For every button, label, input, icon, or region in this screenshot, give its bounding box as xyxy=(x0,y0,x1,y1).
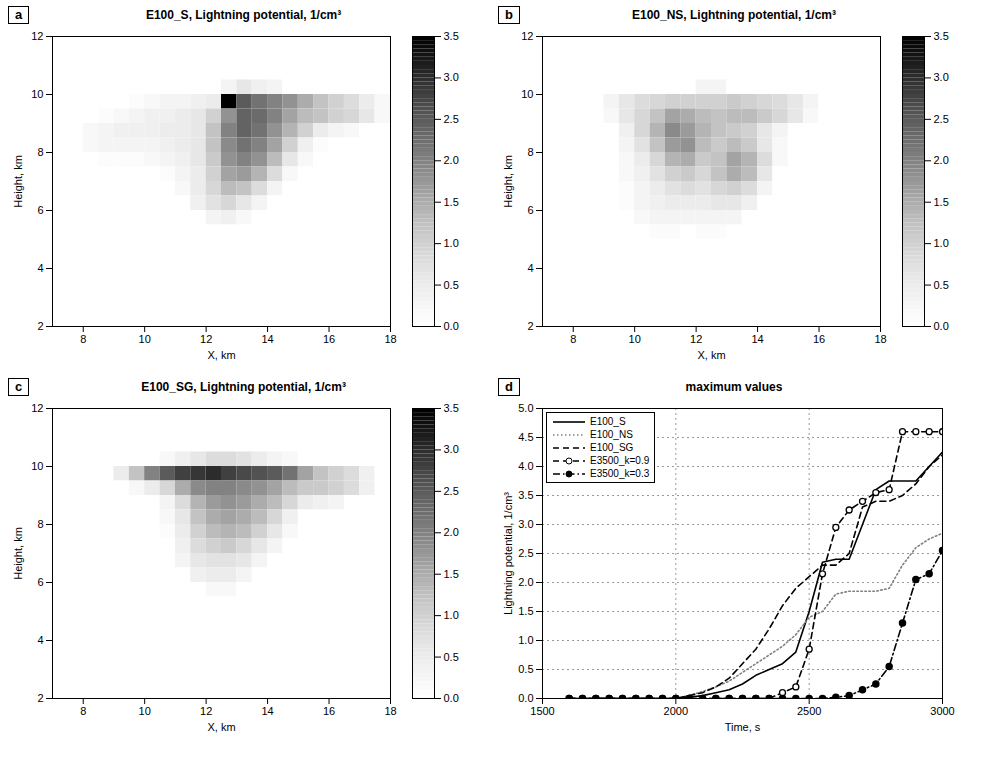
html-text:a: a xyxy=(15,7,23,22)
svg-text:X, km: X, km xyxy=(207,349,235,361)
svg-text:Time, s: Time, s xyxy=(725,721,761,733)
svg-text:8: 8 xyxy=(37,146,43,158)
svg-text:Lightning potential, 1/cm³: Lightning potential, 1/cm³ xyxy=(502,492,514,615)
svg-text:8: 8 xyxy=(80,333,86,345)
html-text:E3500_k=0.3: E3500_k=0.3 xyxy=(590,468,650,479)
svg-text:14: 14 xyxy=(261,705,273,717)
svg-text:2.5: 2.5 xyxy=(518,547,533,559)
svg-text:12: 12 xyxy=(200,333,212,345)
html-text:E100_S, Lightning potential, 1: E100_S, Lightning potential, 1/cm³ xyxy=(145,8,342,22)
svg-text:14: 14 xyxy=(261,333,273,345)
svg-text:12: 12 xyxy=(31,30,43,42)
html-text:E3500_k=0.9: E3500_k=0.9 xyxy=(590,455,650,466)
html-text:c: c xyxy=(15,379,23,394)
svg-text:6: 6 xyxy=(37,204,43,216)
svg-text:2.5: 2.5 xyxy=(444,485,459,497)
svg-text:2.5: 2.5 xyxy=(444,113,459,125)
svg-text:18: 18 xyxy=(384,333,396,345)
svg-text:0.0: 0.0 xyxy=(444,692,459,704)
svg-text:0.5: 0.5 xyxy=(444,651,459,663)
svg-text:0.5: 0.5 xyxy=(934,279,949,291)
html-text:b: b xyxy=(505,7,513,22)
html-text:E100_S: E100_S xyxy=(590,416,626,427)
svg-text:5.0: 5.0 xyxy=(518,402,533,414)
svg-text:3.0: 3.0 xyxy=(444,443,459,455)
svg-text:Height, km: Height, km xyxy=(502,155,514,208)
svg-text:2500: 2500 xyxy=(797,705,821,717)
svg-text:2.0: 2.0 xyxy=(444,154,459,166)
svg-text:3.5: 3.5 xyxy=(518,489,533,501)
svg-text:10: 10 xyxy=(521,88,533,100)
html-text:maximum values: maximum values xyxy=(685,380,783,394)
svg-text:3.5: 3.5 xyxy=(444,30,459,42)
svg-text:4: 4 xyxy=(527,262,533,274)
svg-text:1.5: 1.5 xyxy=(518,605,533,617)
svg-text:16: 16 xyxy=(323,705,335,717)
svg-text:10: 10 xyxy=(31,88,43,100)
svg-text:8: 8 xyxy=(570,333,576,345)
svg-text:3.5: 3.5 xyxy=(934,30,949,42)
svg-text:4: 4 xyxy=(37,634,43,646)
svg-text:10: 10 xyxy=(629,333,641,345)
svg-text:3000: 3000 xyxy=(930,705,954,717)
svg-text:1.0: 1.0 xyxy=(518,634,533,646)
html-text:E100_SG: E100_SG xyxy=(590,442,634,453)
svg-text:1.0: 1.0 xyxy=(444,609,459,621)
svg-text:2.0: 2.0 xyxy=(934,154,949,166)
svg-text:4.5: 4.5 xyxy=(518,431,533,443)
svg-text:6: 6 xyxy=(527,204,533,216)
svg-text:0.0: 0.0 xyxy=(518,692,533,704)
svg-text:0.5: 0.5 xyxy=(444,279,459,291)
svg-text:2: 2 xyxy=(37,692,43,704)
svg-text:16: 16 xyxy=(813,333,825,345)
svg-text:8: 8 xyxy=(80,705,86,717)
svg-text:Height, km: Height, km xyxy=(12,527,24,580)
svg-text:2.5: 2.5 xyxy=(934,113,949,125)
svg-text:10: 10 xyxy=(139,333,151,345)
svg-text:18: 18 xyxy=(384,705,396,717)
svg-text:Height, km: Height, km xyxy=(12,155,24,208)
svg-text:12: 12 xyxy=(200,705,212,717)
svg-text:1.5: 1.5 xyxy=(444,196,459,208)
svg-text:12: 12 xyxy=(31,402,43,414)
html-text:E100_SG, Lightning potential,: E100_SG, Lightning potential, 1/cm³ xyxy=(141,380,346,394)
svg-text:1.5: 1.5 xyxy=(934,196,949,208)
svg-text:1.0: 1.0 xyxy=(444,237,459,249)
svg-text:12: 12 xyxy=(690,333,702,345)
svg-text:0.5: 0.5 xyxy=(518,663,533,675)
svg-text:8: 8 xyxy=(527,146,533,158)
svg-text:X, km: X, km xyxy=(697,349,725,361)
html-text:d: d xyxy=(505,379,513,394)
svg-text:2.0: 2.0 xyxy=(518,576,533,588)
svg-text:6: 6 xyxy=(37,576,43,588)
html-text:E100_NS, Lightning potential,: E100_NS, Lightning potential, 1/cm³ xyxy=(632,8,836,22)
svg-text:2000: 2000 xyxy=(664,705,688,717)
svg-text:12: 12 xyxy=(521,30,533,42)
svg-text:0.0: 0.0 xyxy=(934,320,949,332)
svg-text:2: 2 xyxy=(527,320,533,332)
svg-text:10: 10 xyxy=(139,705,151,717)
svg-text:3.5: 3.5 xyxy=(444,402,459,414)
svg-text:0.0: 0.0 xyxy=(444,320,459,332)
svg-text:1.5: 1.5 xyxy=(444,568,459,580)
svg-text:8: 8 xyxy=(37,518,43,530)
svg-text:1.0: 1.0 xyxy=(934,237,949,249)
svg-text:16: 16 xyxy=(323,333,335,345)
svg-text:3.0: 3.0 xyxy=(934,71,949,83)
svg-text:3.0: 3.0 xyxy=(444,71,459,83)
svg-text:1500: 1500 xyxy=(530,705,554,717)
svg-text:2.0: 2.0 xyxy=(444,526,459,538)
svg-text:X, km: X, km xyxy=(207,721,235,733)
svg-text:3.0: 3.0 xyxy=(518,518,533,530)
svg-text:18: 18 xyxy=(874,333,886,345)
svg-text:10: 10 xyxy=(31,460,43,472)
svg-text:4: 4 xyxy=(37,262,43,274)
svg-text:4.0: 4.0 xyxy=(518,460,533,472)
html-text:E100_NS: E100_NS xyxy=(590,429,633,440)
svg-text:14: 14 xyxy=(751,333,763,345)
svg-text:2: 2 xyxy=(37,320,43,332)
